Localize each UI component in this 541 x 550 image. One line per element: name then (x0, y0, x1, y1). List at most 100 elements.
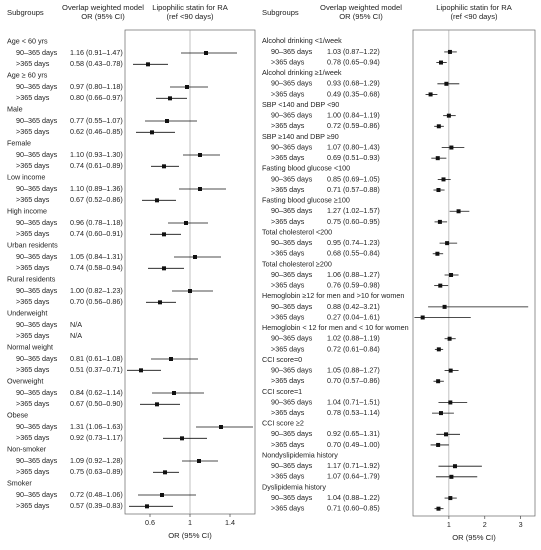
row-label: 90–365 days (271, 142, 313, 151)
row-label: >365 days (16, 161, 50, 170)
x-tick-label: 0.6 (145, 518, 155, 527)
group-label: CCI score=1 (262, 387, 302, 396)
or-text: N/A (70, 331, 82, 340)
or-text: 1.07 (0.64–1.79) (327, 472, 380, 481)
or-text: 0.72 (0.61–0.84) (327, 344, 380, 353)
estimate-marker (169, 357, 173, 361)
row-label: 90–365 days (16, 218, 58, 227)
or-text: 0.84 (0.62–1.14) (70, 388, 123, 397)
row-label: >365 days (16, 195, 50, 204)
or-text: 1.02 (0.88–1.19) (327, 334, 380, 343)
header-plot: (ref <90 days) (450, 12, 498, 21)
row-label: 90–365 days (271, 206, 313, 215)
group-label: Age < 60 yrs (7, 37, 48, 46)
or-text: 1.05 (0.84–1.31) (70, 252, 123, 261)
estimate-marker (155, 402, 159, 407)
estimate-marker (162, 266, 166, 271)
estimate-marker (155, 198, 159, 203)
header-plot: Lipophilic statin for RA (152, 3, 228, 12)
or-text: 1.09 (0.92–1.28) (70, 456, 123, 465)
row-label: 90–365 days (16, 422, 58, 431)
row-label: 90–365 days (271, 302, 313, 311)
row-label: 90–365 days (16, 388, 58, 397)
row-label: >365 days (271, 376, 305, 385)
estimate-marker (172, 391, 176, 395)
estimate-marker (438, 60, 443, 65)
estimate-marker (185, 85, 189, 89)
or-text: 0.58 (0.43–0.78) (70, 59, 123, 68)
x-axis-label: OR (95% CI) (452, 533, 496, 542)
header-plot: Lipophilic statin for RA (436, 3, 512, 12)
estimate-marker (442, 304, 447, 309)
row-label: 90–365 days (16, 150, 58, 159)
or-text: 1.17 (0.71–1.92) (327, 461, 380, 470)
group-label: Smoker (7, 479, 32, 488)
estimate-marker (428, 92, 433, 97)
estimate-marker (160, 493, 164, 497)
estimate-marker (435, 251, 440, 256)
header-plot: (ref <90 days) (166, 12, 214, 21)
row-label: >365 days (16, 263, 50, 272)
or-text: 0.92 (0.65–1.31) (327, 429, 380, 438)
estimate-marker (452, 464, 457, 469)
estimate-marker (162, 232, 166, 237)
group-label: Nondyslipidemia history (262, 450, 338, 459)
group-label: Age ≥ 60 yrs (7, 71, 48, 80)
estimate-marker (444, 81, 449, 86)
or-text: 1.04 (0.88–1.22) (327, 493, 380, 502)
or-text: 0.69 (0.51–0.93) (327, 153, 380, 162)
estimate-marker (438, 283, 443, 288)
row-label: 90–365 days (16, 286, 58, 295)
or-text: 1.16 (0.91–1.47) (70, 48, 123, 57)
estimate-marker (438, 411, 443, 416)
estimate-marker (193, 255, 197, 259)
group-label: Hemoglobin < 12 for men and < 10 for wom… (262, 323, 409, 332)
or-text: 0.70 (0.57–0.86) (327, 376, 380, 385)
or-text: 0.97 (0.80–1.18) (70, 82, 123, 91)
x-tick-label: 2 (483, 520, 487, 529)
or-text: 0.74 (0.58–0.94) (70, 263, 123, 272)
or-text: 0.62 (0.46–0.85) (70, 127, 123, 136)
row-label: >365 days (16, 59, 50, 68)
or-text: 0.74 (0.61–0.89) (70, 161, 123, 170)
or-text: 0.77 (0.55–1.07) (70, 116, 123, 125)
or-text: 0.93 (0.68–1.29) (327, 79, 380, 88)
group-label: High income (7, 207, 47, 216)
group-label: CCI score ≥2 (262, 419, 304, 428)
or-text: 0.95 (0.74–1.23) (327, 238, 380, 247)
header-subgroups: Subgroups (7, 8, 44, 17)
group-label: Hemoglobin ≥12 for men and >10 for women (262, 291, 404, 300)
estimate-marker (188, 289, 192, 293)
row-label: >365 days (271, 472, 305, 481)
or-text: 0.70 (0.56–0.86) (70, 297, 123, 306)
row-label: >365 days (16, 229, 50, 238)
header-model: OR (95% CI) (81, 12, 125, 21)
row-label: >365 days (16, 365, 50, 374)
or-text: 0.51 (0.37–0.71) (70, 365, 123, 374)
row-label: >365 days (16, 127, 50, 136)
row-label: 90–365 days (16, 82, 58, 91)
group-label: Rural residents (7, 275, 56, 284)
row-label: >365 days (271, 89, 305, 98)
estimate-marker (437, 219, 442, 224)
or-text: 1.00 (0.82–1.23) (70, 286, 123, 295)
or-text: 1.04 (0.71–1.51) (327, 397, 380, 406)
group-label: Urban residents (7, 241, 58, 250)
row-label: >365 days (16, 467, 50, 476)
row-label: >365 days (271, 153, 305, 162)
estimate-marker (436, 347, 441, 352)
x-axis-label: OR (95% CI) (168, 531, 212, 540)
or-text: 1.07 (0.80–1.43) (327, 142, 380, 151)
group-label: Dyslipidemia history (262, 482, 326, 491)
group-label: Alcohol drinking <1/week (262, 36, 342, 45)
x-tick-label: 3 (519, 520, 523, 529)
row-label: 90–365 days (16, 184, 58, 193)
row-label: >365 days (271, 185, 305, 194)
row-label: >365 days (16, 399, 50, 408)
estimate-marker (448, 368, 453, 373)
group-label: Obese (7, 411, 28, 420)
row-label: >365 days (16, 433, 50, 442)
x-tick-label: 1.4 (225, 518, 235, 527)
row-label: >365 days (16, 501, 50, 510)
estimate-marker (198, 153, 202, 157)
